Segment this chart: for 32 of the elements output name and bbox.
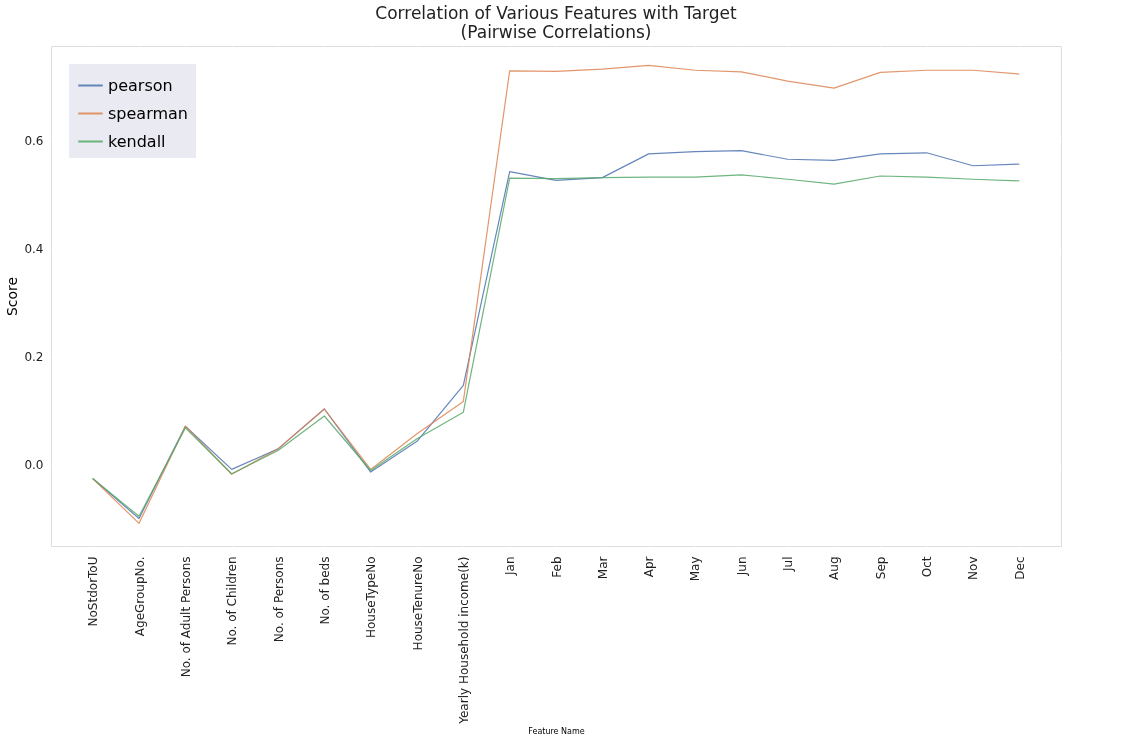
- x-tick-label: HouseTypeNo: [364, 556, 379, 638]
- y-axis-title: Score: [4, 276, 21, 317]
- x-tick-label: Jun: [734, 556, 749, 577]
- x-tick-label: No. of Children: [225, 556, 240, 646]
- legend-label: kendall: [108, 131, 166, 151]
- x-tick-label: Jul: [781, 556, 796, 572]
- x-tick-label: Feb: [549, 556, 564, 578]
- x-tick-label: No. of beds: [317, 556, 332, 625]
- chart-subtitle: (Pairwise Correlations): [460, 22, 652, 42]
- x-tick-label: AgeGroupNo.: [132, 556, 147, 637]
- legend-label: spearman: [108, 103, 188, 123]
- x-tick-label: No. of Adult Persons: [178, 556, 193, 678]
- y-tick-label: 0.2: [24, 350, 44, 365]
- x-tick-label: Yearly Household income(k): [456, 556, 471, 725]
- x-tick-label: Oct: [920, 556, 935, 578]
- chart-title: Correlation of Various Features with Target: [375, 3, 738, 23]
- x-axis-title: Feature Name: [528, 726, 585, 736]
- x-tick-label: Mar: [595, 556, 610, 580]
- x-tick-label: Nov: [966, 556, 981, 580]
- y-tick-label: 0.6: [24, 134, 44, 149]
- x-tick-label: Apr: [642, 556, 657, 578]
- x-tick-label: Dec: [1012, 556, 1027, 580]
- x-tick-label: May: [688, 556, 703, 582]
- x-tick-label: Jan: [503, 556, 518, 576]
- x-tick-label: NoStdorToU: [86, 556, 101, 627]
- x-tick-label: HouseTenureNo: [410, 556, 425, 651]
- y-tick-label: 0.4: [24, 242, 44, 257]
- legend-label: pearson: [108, 75, 173, 95]
- x-tick-label: Sep: [873, 556, 888, 580]
- x-tick-label: Aug: [827, 556, 842, 580]
- y-tick-label: 0.0: [24, 458, 44, 473]
- x-tick-label: No. of Persons: [271, 556, 286, 643]
